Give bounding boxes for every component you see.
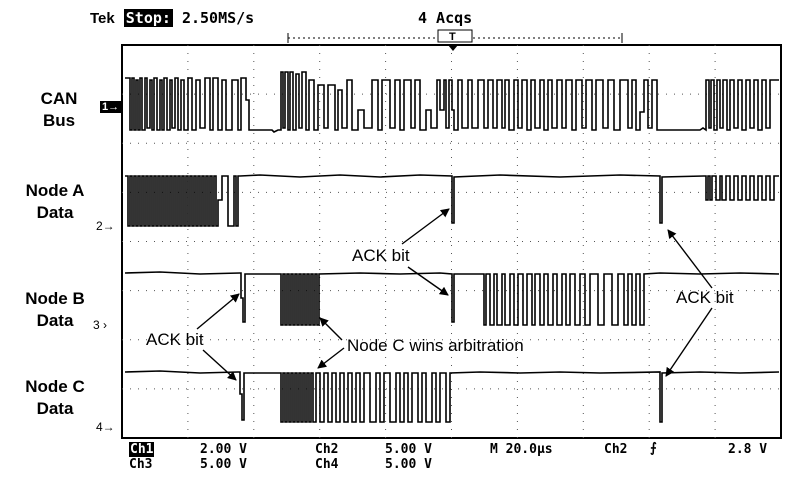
trace-node-b: [124, 271, 780, 326]
channel-1-marker[interactable]: 1→: [100, 101, 122, 113]
channel-label-node-c: Node C Data: [25, 377, 85, 418]
trigger-source: Ch2: [604, 442, 628, 457]
ch2-label: Ch2: [315, 442, 339, 457]
arrow-ack-right-to-c: [665, 307, 713, 377]
trace-node-a: [125, 174, 779, 227]
ch1-readout: Ch1: [129, 442, 155, 457]
acquisition-state: Stop:: [123, 9, 173, 27]
sample-rate: 2.50MS/s: [181, 9, 255, 27]
acquisition-count: 4 Acqs: [418, 9, 473, 27]
arrow-ack-a-to-b: [407, 266, 449, 296]
channel-label-node-a: Node A Data: [25, 181, 85, 222]
ch3-label: Ch3: [129, 457, 153, 472]
channel-2-marker[interactable]: 2→: [96, 219, 115, 233]
ch2-scale: 5.00 V: [385, 442, 432, 457]
trace-can-bus: [125, 71, 779, 133]
trigger-position-bracket: [287, 29, 623, 43]
trigger-arrow: [448, 45, 458, 51]
arrow-ack-a: [401, 208, 450, 245]
annotation-ack-node-b: ACK bit: [146, 330, 204, 349]
annotation-ack-right: ACK bit: [676, 288, 734, 307]
ch1-scale: 2.00 V: [200, 442, 247, 457]
trigger-slope-icon: ⨍: [650, 441, 657, 456]
annotation-ack-node-a: ACK bit: [352, 246, 410, 265]
timebase: M 20.0µs: [490, 442, 553, 457]
traces: [124, 71, 780, 423]
channel-label-can-bus: CAN Bus: [40, 89, 78, 130]
trigger-marker: T: [449, 31, 456, 43]
annotation-node-c-wins: Node C wins arbitration: [347, 336, 524, 355]
arrow-arbitration-c: [317, 347, 345, 369]
brand-label: Tek: [90, 10, 115, 27]
scope-header: Tek Stop: 2.50MS/s: [90, 9, 254, 27]
trigger-level: 2.8 V: [728, 442, 768, 457]
arrow-ack-b-to-c: [202, 349, 237, 381]
arrow-ack-b: [196, 293, 240, 330]
ch3-scale: 5.00 V: [200, 457, 247, 472]
ch4-scale: 5.00 V: [385, 457, 432, 472]
channel-3-marker[interactable]: 3 ›: [93, 318, 108, 332]
channel-4-marker[interactable]: 4→: [96, 420, 115, 434]
trace-node-c: [124, 370, 780, 423]
annotation-arrows: [196, 208, 713, 381]
ch4-label: Ch4: [315, 457, 339, 472]
arrow-ack-right-to-a: [667, 229, 713, 289]
arrow-arbitration-b: [319, 317, 343, 341]
channel-label-node-b: Node B Data: [25, 289, 85, 330]
